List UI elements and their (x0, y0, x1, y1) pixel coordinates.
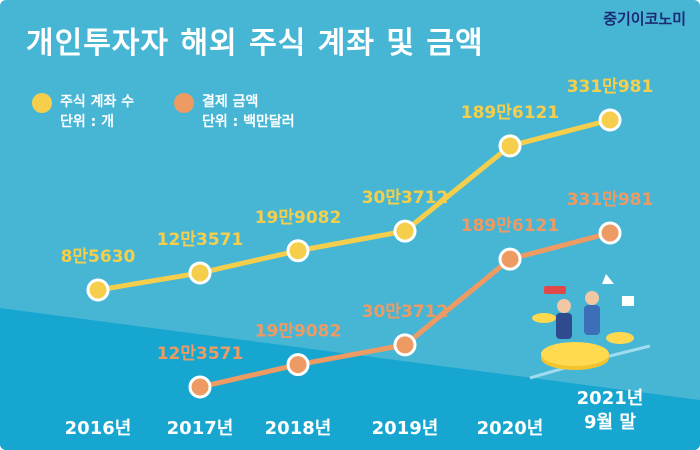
x-tick-label-1: 2017년 (167, 418, 234, 439)
legend-item-amount: 결제 금액 단위 : 백만달러 (174, 92, 295, 132)
data-label-0-5: 331만981 (567, 77, 654, 97)
data-label-1-5: 331만981 (567, 190, 654, 210)
legend-marker-accounts (32, 93, 52, 113)
data-point-1-3 (393, 333, 417, 357)
data-label-1-4: 189만6121 (461, 216, 559, 236)
data-point-0-4 (498, 134, 522, 158)
data-point-1-5 (598, 221, 622, 245)
legend-label-accounts: 주식 계좌 수 (60, 94, 135, 110)
data-point-0-5 (598, 108, 622, 132)
legend-item-accounts: 주식 계좌 수 단위 : 개 (32, 92, 134, 132)
data-label-0-2: 19만9082 (255, 208, 342, 228)
data-point-0-1 (188, 261, 212, 285)
x-tick-label-2: 2018년 (265, 418, 332, 439)
x-tick-label-0: 2016년 (65, 418, 132, 439)
legend-marker-amount (174, 93, 194, 113)
data-point-0-2 (286, 239, 310, 263)
legend-label-amount: 결제 금액 (202, 94, 259, 110)
brand-logo: 중기이코노미 (603, 10, 686, 28)
data-label-0-3: 30만3712 (362, 188, 449, 208)
data-label-1-2: 19만9082 (255, 322, 342, 342)
x-tick-label-3: 2019년 (372, 418, 439, 439)
x-tick-label-4: 2020년 (477, 418, 544, 439)
legend-unit-amount: 단위 : 백만달러 (202, 114, 295, 130)
data-label-1-3: 30만3712 (362, 302, 449, 322)
data-label-1-1: 12만3571 (157, 344, 244, 364)
legend-unit-accounts: 단위 : 개 (60, 114, 114, 130)
data-point-1-1 (188, 375, 212, 399)
background-lower-band (0, 308, 700, 450)
data-label-0-0: 8만5630 (61, 247, 136, 267)
series-line-0 (97, 117, 611, 293)
chart-title: 개인투자자 해외 주식 계좌 및 금액 (26, 26, 484, 61)
investor-illustration (529, 274, 651, 380)
data-label-0-1: 12만3571 (157, 230, 244, 250)
x-tick-label-5: 2021년 9월 말 (577, 388, 644, 433)
data-point-1-2 (286, 353, 310, 377)
data-point-0-3 (393, 219, 417, 243)
data-point-1-4 (498, 247, 522, 271)
data-label-0-4: 189만6121 (461, 103, 559, 123)
data-point-0-0 (86, 278, 110, 302)
